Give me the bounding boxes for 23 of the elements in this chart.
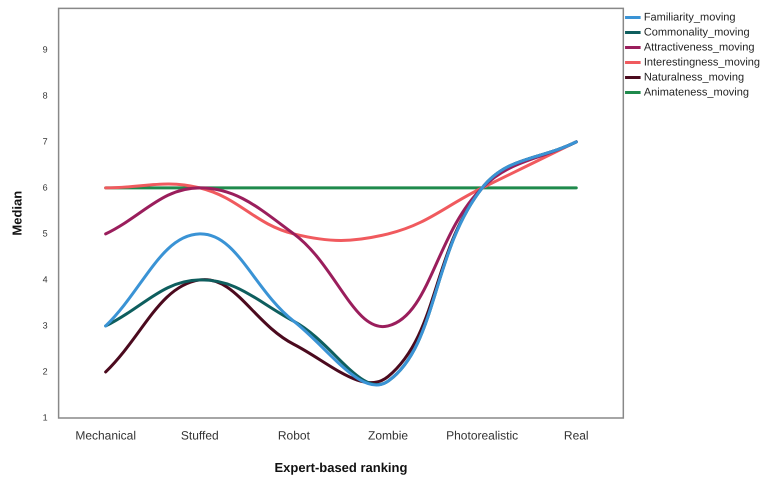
legend-label: Animateness_moving (644, 86, 749, 99)
y-tick-label: 2 (42, 366, 48, 376)
y-tick-label: 8 (42, 90, 48, 100)
y-tick-label: 3 (42, 320, 48, 330)
legend-label: Naturalness_moving (644, 72, 744, 84)
legend-label: Interestingness_moving (644, 56, 760, 69)
y-tick-label: 7 (42, 136, 48, 146)
x-tick-label: Photorealistic (446, 428, 518, 443)
x-tick-label: Robot (278, 428, 311, 443)
x-tick-label: Real (564, 428, 589, 443)
x-tick-label: Mechanical (75, 428, 136, 443)
x-tick-label: Stuffed (180, 428, 219, 443)
y-tick-label: 6 (42, 182, 48, 192)
legend-label: Commonality_moving (644, 26, 750, 39)
y-axis-title: Median (9, 190, 24, 236)
legend-label: Familiarity_moving (644, 12, 736, 24)
x-axis-title: Expert-based ranking (274, 460, 408, 475)
y-tick-label: 1 (42, 412, 48, 422)
y-tick-label: 4 (42, 274, 48, 284)
y-tick-label: 5 (42, 228, 48, 238)
y-tick-label: 9 (42, 44, 48, 54)
legend-label: Attractiveness_moving (644, 42, 754, 54)
x-tick-label: Zombie (368, 428, 408, 443)
